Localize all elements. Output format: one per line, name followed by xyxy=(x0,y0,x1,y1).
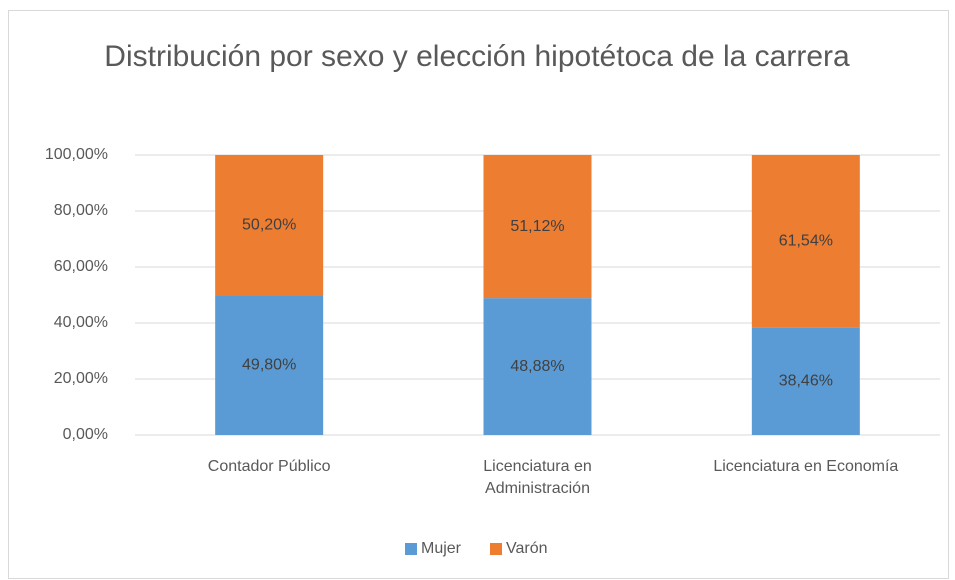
data-label: 61,54% xyxy=(779,232,833,249)
chart-border xyxy=(8,10,949,579)
x-tick-label: Contador Público xyxy=(207,458,331,475)
bar-segment xyxy=(751,155,860,328)
legend-swatch xyxy=(490,543,502,555)
data-label: 49,80% xyxy=(242,356,296,373)
y-tick-label: 0,00% xyxy=(63,426,108,443)
legend-label: Varón xyxy=(506,540,548,557)
y-tick-label: 60,00% xyxy=(54,258,108,275)
x-tick-label: Licenciatura en Administración xyxy=(483,458,592,497)
bar-segment xyxy=(483,155,592,299)
chart-title: Distribución por sexo y elección hipotét… xyxy=(104,40,850,73)
bar-segment xyxy=(751,327,860,435)
data-label: 50,20% xyxy=(242,216,296,233)
y-tick-label: 80,00% xyxy=(54,202,108,219)
data-label: 51,12% xyxy=(510,218,564,235)
legend-swatch xyxy=(405,543,417,555)
y-tick-label: 100,00% xyxy=(45,146,108,163)
data-label: 48,88% xyxy=(510,358,564,375)
y-tick-label: 20,00% xyxy=(54,370,108,387)
y-tick-label: 40,00% xyxy=(54,314,108,331)
bar-segment xyxy=(215,155,324,296)
bar-segment xyxy=(483,298,592,435)
data-label: 38,46% xyxy=(779,372,833,389)
legend-label: Mujer xyxy=(421,540,462,557)
bar-segment xyxy=(215,295,324,435)
x-tick-label: Licenciatura en Economía xyxy=(713,458,899,475)
